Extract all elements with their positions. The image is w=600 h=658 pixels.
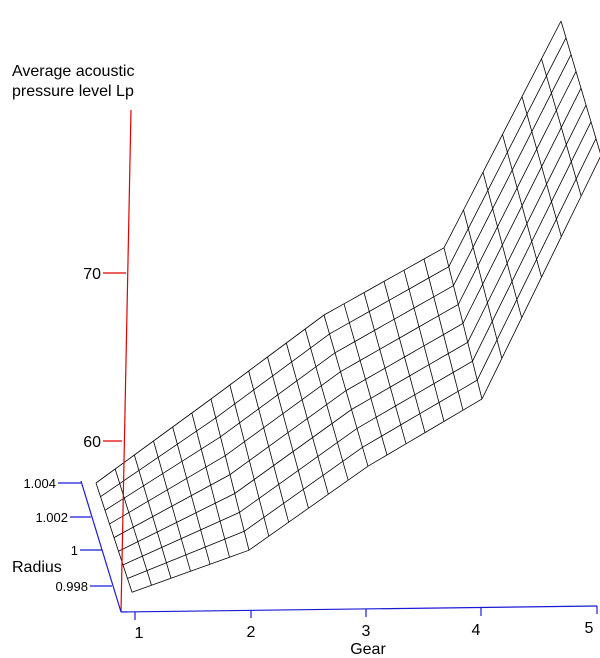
radius-tick-label-1.002: 1.002 — [35, 510, 68, 525]
radius-tick-label-1.004: 1.004 — [23, 476, 56, 491]
z-axis-line — [120, 109, 132, 613]
mesh-line-along — [109, 71, 577, 525]
z-tick-label-60: 60 — [83, 434, 101, 451]
mesh-line-along — [122, 121, 592, 566]
gear-axis-line — [120, 605, 598, 613]
z-tick-label-70: 70 — [83, 266, 101, 283]
gear-tick-label-2: 2 — [247, 624, 256, 641]
mesh-line-along — [100, 37, 567, 497]
mesh-line-along — [113, 88, 582, 538]
mesh-line-along — [95, 20, 562, 484]
radius-axis-title: Radius — [12, 559, 62, 576]
gear-tick-label-3: 3 — [362, 623, 371, 640]
gear-tick-label-5: 5 — [585, 620, 594, 637]
mesh-line-along — [104, 54, 572, 511]
z-axis-title-line2: pressure level Lp — [12, 83, 134, 100]
gear-tick-label-1: 1 — [135, 625, 144, 642]
z-axis-title-line1: Average acoustic — [12, 63, 134, 80]
mesh-line-along — [118, 104, 587, 552]
mesh-line-along — [127, 138, 597, 579]
surface-mesh — [95, 20, 600, 593]
mesh-line-across — [560, 20, 600, 154]
gear-axis-title: Gear — [350, 641, 386, 658]
mesh-line-along — [131, 156, 600, 593]
radius-axis-line — [80, 480, 122, 613]
radius-tick-label-1: 1 — [71, 543, 78, 558]
radius-tick-label-0.998: 0.998 — [55, 579, 88, 594]
gear-tick-label-4: 4 — [472, 622, 481, 639]
